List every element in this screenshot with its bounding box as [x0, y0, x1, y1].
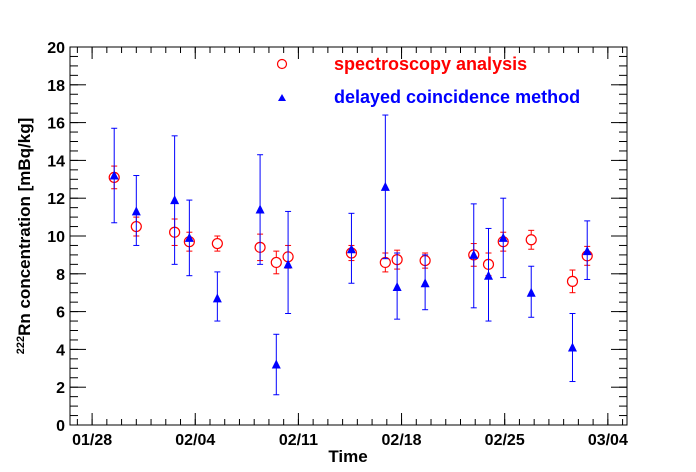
x-ticks [76, 47, 624, 425]
data-point-delayed-coincidence [582, 246, 592, 256]
x-tick-label: 02/11 [279, 432, 318, 449]
data-point-delayed-coincidence [392, 282, 402, 292]
data-point-spectroscopy [525, 234, 537, 246]
x-tick-label: 02/25 [485, 432, 525, 449]
y-tick-label: 14 [47, 153, 65, 170]
x-tick-label: 02/04 [175, 432, 215, 449]
y-tick-label: 20 [47, 40, 65, 57]
legend-marker-delayed-coincidence [278, 94, 286, 101]
data-point-spectroscopy [566, 275, 579, 287]
data-point-delayed-coincidence [212, 293, 222, 303]
y-tick-label: 12 [47, 191, 65, 208]
legend-marker-spectroscopy [276, 58, 288, 70]
y-axis-label-superscript: 222 [15, 336, 27, 354]
data-point-delayed-coincidence [170, 195, 180, 205]
x-tick-label: 01/28 [72, 432, 112, 449]
y-tick-label: 4 [56, 342, 65, 359]
legend: spectroscopy analysis delayed coincidenc… [276, 54, 580, 107]
data-point-delayed-coincidence [498, 232, 508, 242]
y-tick-labels: 0 2 4 6 8 10 12 14 16 18 20 [47, 40, 65, 435]
x-tick-label: 03/04 [588, 432, 628, 449]
y-tick-label: 2 [56, 380, 65, 397]
data-point-delayed-coincidence [283, 259, 293, 269]
data-point-delayed-coincidence [255, 204, 265, 214]
data-point-delayed-coincidence [346, 244, 356, 254]
series-delayed-coincidence [109, 114, 592, 396]
data-point-spectroscopy [270, 256, 282, 269]
x-axis-label: Time [328, 447, 367, 466]
y-axis-label: 222Rn concentration [mBq/kg] [15, 118, 34, 355]
y-tick-label: 8 [56, 267, 65, 284]
data-point-delayed-coincidence [184, 232, 194, 242]
x-tick-label: 02/18 [382, 432, 422, 449]
legend-label-delayed-coincidence: delayed coincidence method [334, 87, 580, 107]
data-point-spectroscopy [211, 237, 223, 250]
data-point-delayed-coincidence [131, 206, 141, 216]
data-point-delayed-coincidence [109, 170, 119, 180]
y-tick-label: 10 [47, 229, 65, 246]
y-tick-label: 0 [56, 418, 65, 435]
series-spectroscopy-analysis [108, 165, 593, 294]
data-point-delayed-coincidence [271, 359, 281, 369]
data-point-delayed-coincidence [469, 249, 479, 259]
data-point-delayed-coincidence [420, 278, 430, 288]
data-point-delayed-coincidence [526, 287, 536, 297]
y-major-ticks [70, 46, 627, 426]
y-tick-label: 18 [47, 78, 65, 95]
data-point-delayed-coincidence [483, 270, 493, 280]
y-axis-label-main: Rn concentration [mBq/kg] [15, 118, 34, 336]
data-point-delayed-coincidence [567, 342, 577, 352]
x-tick-labels: 01/28 02/04 02/11 02/18 02/25 03/04 [72, 432, 628, 449]
legend-label-spectroscopy: spectroscopy analysis [334, 54, 527, 74]
y-tick-label: 16 [47, 116, 65, 133]
data-point-delayed-coincidence [380, 181, 390, 191]
y-tick-label: 6 [56, 305, 65, 322]
